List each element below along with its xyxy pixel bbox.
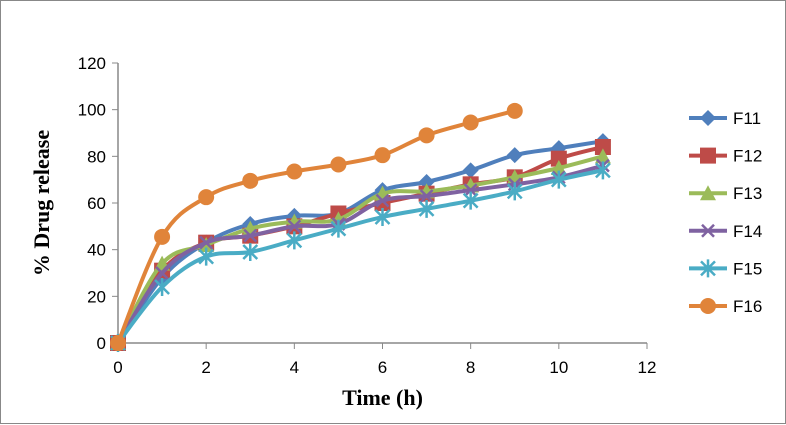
data-point <box>199 235 214 250</box>
data-point <box>198 247 215 266</box>
x-tick-label: 10 <box>549 358 568 377</box>
series-line <box>116 168 604 345</box>
x-tick-label: 8 <box>466 358 475 377</box>
y-tick-label: 20 <box>87 287 106 306</box>
data-point <box>286 231 303 250</box>
y-tick-label: 80 <box>87 147 106 166</box>
data-point <box>418 199 435 218</box>
legend-marker <box>700 147 716 164</box>
legend-marker <box>700 298 716 314</box>
data-point <box>242 243 259 261</box>
y-tick-label: 100 <box>78 101 106 120</box>
data-point <box>330 156 347 173</box>
x-tick-label: 2 <box>201 358 210 377</box>
y-tick-label: 60 <box>87 194 106 213</box>
y-tick-label: 0 <box>97 334 106 353</box>
legend-label: F12 <box>733 147 762 166</box>
data-point <box>243 228 258 243</box>
x-axis-label: Time (h) <box>342 385 423 410</box>
series-f11 <box>110 133 611 351</box>
y-tick-label: 40 <box>87 241 106 260</box>
legend-label: F13 <box>733 184 762 203</box>
series-f12 <box>110 139 611 351</box>
data-point <box>550 150 567 167</box>
data-point <box>462 162 479 179</box>
legend-marker <box>700 185 716 201</box>
legend-item-f11: F11 <box>689 109 761 128</box>
x-tick-label: 4 <box>290 358 299 377</box>
series-f16 <box>110 102 523 351</box>
y-axis-label: % Drug release <box>29 130 54 276</box>
data-point <box>155 266 169 280</box>
x-tick-label: 0 <box>113 358 122 377</box>
data-point <box>374 208 391 226</box>
data-point <box>374 147 391 164</box>
data-point <box>462 114 479 131</box>
data-point <box>550 160 567 175</box>
legend-item-f15: F15 <box>689 259 762 278</box>
data-point <box>463 183 478 198</box>
data-point <box>506 147 523 164</box>
data-point <box>595 161 611 180</box>
data-point <box>550 170 567 189</box>
data-point <box>594 148 611 164</box>
x-tick-label: 6 <box>378 358 387 377</box>
data-point <box>286 163 303 180</box>
data-point <box>287 219 302 234</box>
legend-marker <box>700 110 716 126</box>
legend-label: F15 <box>733 259 762 278</box>
data-point <box>330 219 347 238</box>
data-point <box>154 228 171 245</box>
legend-label: F11 <box>733 109 761 128</box>
legend-marker <box>701 223 715 238</box>
legend-label: F16 <box>733 297 762 316</box>
x-tick-label: 12 <box>638 358 657 377</box>
legend-marker <box>700 259 716 278</box>
data-point <box>594 139 611 155</box>
data-point <box>154 278 170 296</box>
data-point <box>375 193 390 208</box>
legend-item-f16: F16 <box>689 297 762 316</box>
series-f13 <box>110 148 611 350</box>
legend-label: F14 <box>733 222 762 241</box>
data-point <box>242 172 259 189</box>
legend-item-f13: F13 <box>689 184 762 203</box>
data-point <box>110 335 126 351</box>
series-line <box>116 108 516 344</box>
data-point <box>198 189 215 206</box>
data-point <box>418 127 435 144</box>
data-point <box>462 191 479 210</box>
series-line <box>116 145 604 345</box>
legend-item-f14: F14 <box>689 222 762 241</box>
legend-item-f12: F12 <box>689 147 762 166</box>
data-point <box>419 189 434 203</box>
data-point <box>506 102 523 119</box>
series-f15 <box>110 161 611 352</box>
y-tick-label: 120 <box>78 54 106 73</box>
data-point <box>506 182 523 201</box>
